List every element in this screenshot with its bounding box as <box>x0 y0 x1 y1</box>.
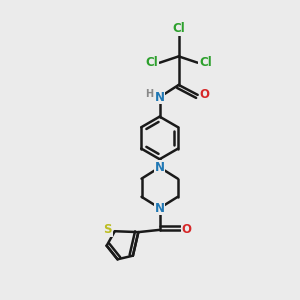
Text: N: N <box>154 161 165 174</box>
Text: Cl: Cl <box>199 56 212 69</box>
Text: N: N <box>154 202 165 214</box>
Text: Cl: Cl <box>146 56 158 69</box>
Text: Cl: Cl <box>172 22 185 35</box>
Text: H: H <box>145 88 153 98</box>
Text: O: O <box>182 224 192 236</box>
Text: S: S <box>103 223 112 236</box>
Text: O: O <box>200 88 209 101</box>
Text: N: N <box>154 91 165 103</box>
